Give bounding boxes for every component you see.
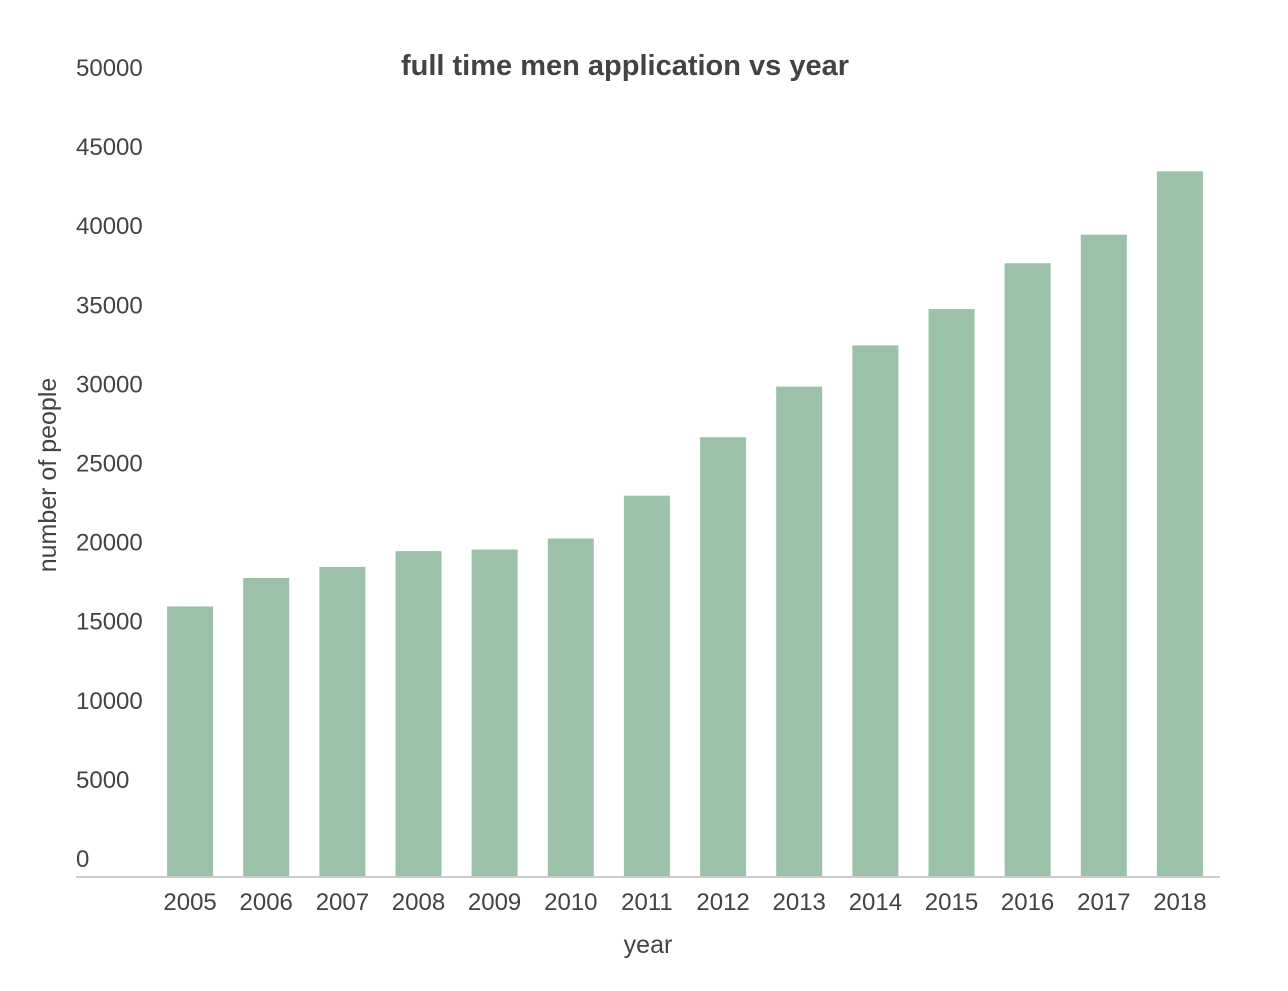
y-tick-label: 5000 [76, 767, 129, 794]
x-tick-label: 2012 [696, 889, 749, 916]
y-tick-label: 20000 [76, 530, 143, 557]
y-tick-label: 35000 [76, 292, 143, 319]
x-tick-label: 2016 [1001, 889, 1054, 916]
x-tick-label: 2013 [773, 889, 826, 916]
bar-2016 [1004, 263, 1051, 877]
chart-title: full time men application vs year [401, 50, 849, 82]
x-tick-label: 2009 [468, 889, 521, 916]
y-axis-ticks: 0 5000 10000 15000 20000 25000 30000 35000 40000… [76, 55, 143, 873]
bar-2013 [776, 386, 823, 877]
x-tick-label: 2015 [925, 889, 978, 916]
y-axis-label: number of people [34, 378, 62, 573]
bar-2018 [1156, 171, 1203, 877]
bar-2008 [395, 551, 442, 877]
y-tick-label: 0 [76, 846, 89, 873]
bar-2006 [243, 578, 290, 877]
x-tick-label: 2018 [1153, 889, 1206, 916]
bar-2010 [547, 538, 594, 877]
bar-2017 [1080, 234, 1127, 877]
x-tick-label: 2005 [163, 889, 216, 916]
bar-2011 [623, 495, 670, 877]
x-axis-label: year [624, 931, 673, 959]
x-tick-label: 2014 [849, 889, 902, 916]
x-tick-label: 2010 [544, 889, 597, 916]
x-tick-label: 2008 [392, 889, 445, 916]
bar-series [167, 171, 1203, 878]
bar-2012 [700, 437, 747, 877]
x-axis-ticks: 2005 2006 2007 2008 2009 2010 2011 2012 2013 2014… [163, 889, 1206, 916]
y-tick-label: 50000 [76, 55, 143, 82]
bar-2015 [928, 309, 975, 878]
bar-2007 [319, 566, 366, 877]
bar-2005 [167, 606, 214, 877]
y-tick-label: 25000 [76, 451, 143, 478]
bar-2009 [471, 549, 518, 877]
x-tick-label: 2011 [621, 889, 673, 916]
y-tick-label: 15000 [76, 609, 143, 636]
y-tick-label: 40000 [76, 213, 143, 240]
x-tick-label: 2007 [316, 889, 369, 916]
bar-2014 [852, 345, 899, 877]
x-tick-label: 2006 [240, 889, 293, 916]
y-tick-label: 30000 [76, 371, 143, 398]
y-tick-label: 10000 [76, 688, 143, 715]
x-tick-label: 2017 [1077, 889, 1130, 916]
y-tick-label: 45000 [76, 134, 143, 161]
